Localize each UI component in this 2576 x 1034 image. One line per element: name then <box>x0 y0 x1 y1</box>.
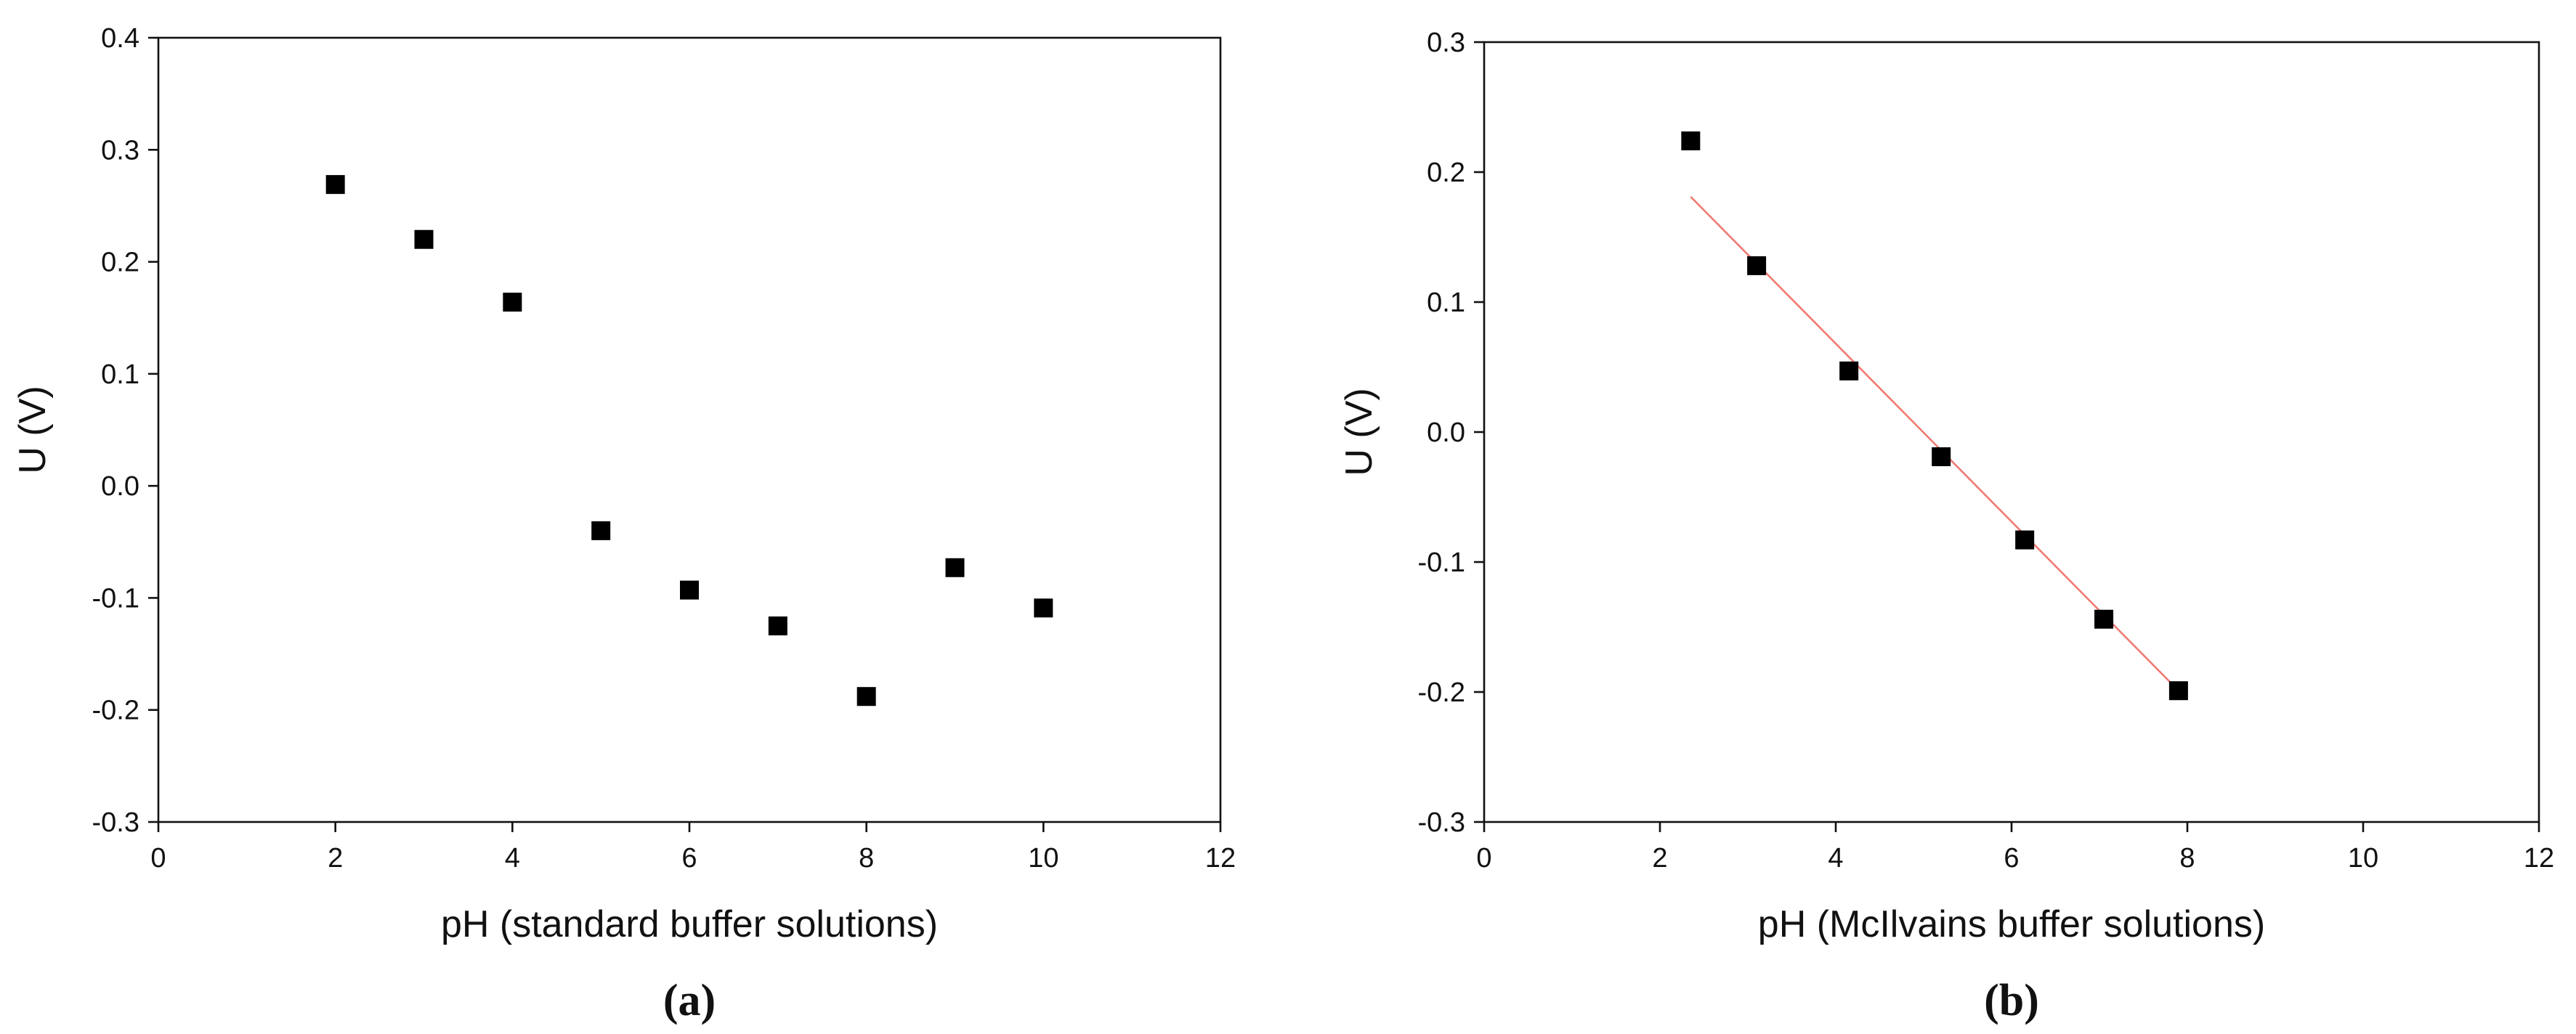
y-tick-label-a: 0.3 <box>101 135 139 166</box>
data-point-b <box>2094 609 2114 629</box>
x-tick-label-a: 10 <box>1028 843 1058 874</box>
data-point-b <box>1681 131 1701 151</box>
x-tick-label-a: 2 <box>328 843 343 874</box>
data-point-b <box>1747 256 1767 275</box>
y-tick-label-a: 0.0 <box>101 471 139 502</box>
y-tick-label-a: 0.2 <box>101 248 139 278</box>
chart-a: 0 2 4 6 8 10 12 -0.3 -0.2 -0.1 0.0 0.1 0.2 0.3 0.4 pH (… <box>12 23 1236 1025</box>
data-point-b <box>1839 361 1859 380</box>
panel-label-b: (b) <box>1984 976 2039 1025</box>
data-point-a <box>856 687 876 707</box>
data-point-a <box>768 616 787 635</box>
x-tick-label-a: 0 <box>150 843 166 874</box>
y-tick-label-b: 0.3 <box>1427 28 1465 58</box>
x-tick-label-a: 4 <box>505 843 520 874</box>
x-tick-label-b: 2 <box>1652 843 1667 874</box>
plot-frame-a <box>157 36 1222 823</box>
x-tick-label-a: 8 <box>859 843 874 874</box>
x-tick-label-b: 12 <box>2524 843 2554 874</box>
y-tick-label-b: -0.2 <box>1418 677 1465 708</box>
y-tick-label-b: -0.1 <box>1418 547 1465 578</box>
fit-line-b <box>1690 196 2179 692</box>
data-point-a <box>680 580 699 600</box>
y-tick-label-a: -0.1 <box>92 583 139 614</box>
data-point-a <box>414 229 434 249</box>
data-point-a <box>1034 598 1053 618</box>
x-tick-label-b: 6 <box>2004 843 2019 874</box>
plot-frame-b <box>1483 41 2540 823</box>
y-tick-label-a: -0.2 <box>92 696 139 726</box>
x-tick-label-a: 12 <box>1205 843 1236 874</box>
x-axis-label-b: pH (McIlvains buffer solutions) <box>1758 903 2265 945</box>
x-tick-label-b: 0 <box>1476 843 1491 874</box>
x-axis-label-a: pH (standard buffer solutions) <box>441 903 938 945</box>
y-axis-label-a: U (V) <box>12 386 54 473</box>
data-point-a <box>325 175 345 195</box>
chart-b: 0 2 4 6 8 10 12 -0.3 -0.2 -0.1 0.0 0.1 0.2 0.3 pH (McI… <box>1338 28 2554 1025</box>
y-axis-label-b: U (V) <box>1338 388 1380 476</box>
x-tick-label-b: 10 <box>2348 843 2378 874</box>
data-point-b <box>2168 681 2188 701</box>
data-point-a <box>945 558 965 577</box>
x-tick-label-b: 4 <box>1828 843 1843 874</box>
data-point-b <box>2015 530 2035 550</box>
data-point-b <box>1932 447 1951 467</box>
y-tick-label-b: 0.0 <box>1427 418 1465 448</box>
y-tick-label-b: 0.2 <box>1427 158 1465 188</box>
data-point-a <box>503 293 522 312</box>
x-tick-label-a: 6 <box>681 843 697 874</box>
y-tick-label-b: 0.1 <box>1427 288 1465 318</box>
panel-label-a: (a) <box>663 976 716 1025</box>
x-tick-label-b: 8 <box>2179 843 2195 874</box>
y-tick-label-b: -0.3 <box>1418 807 1465 838</box>
y-tick-label-a: -0.3 <box>92 807 139 838</box>
y-tick-label-a: 0.1 <box>101 359 139 390</box>
data-point-a <box>591 521 611 540</box>
y-tick-label-a: 0.4 <box>101 23 139 54</box>
